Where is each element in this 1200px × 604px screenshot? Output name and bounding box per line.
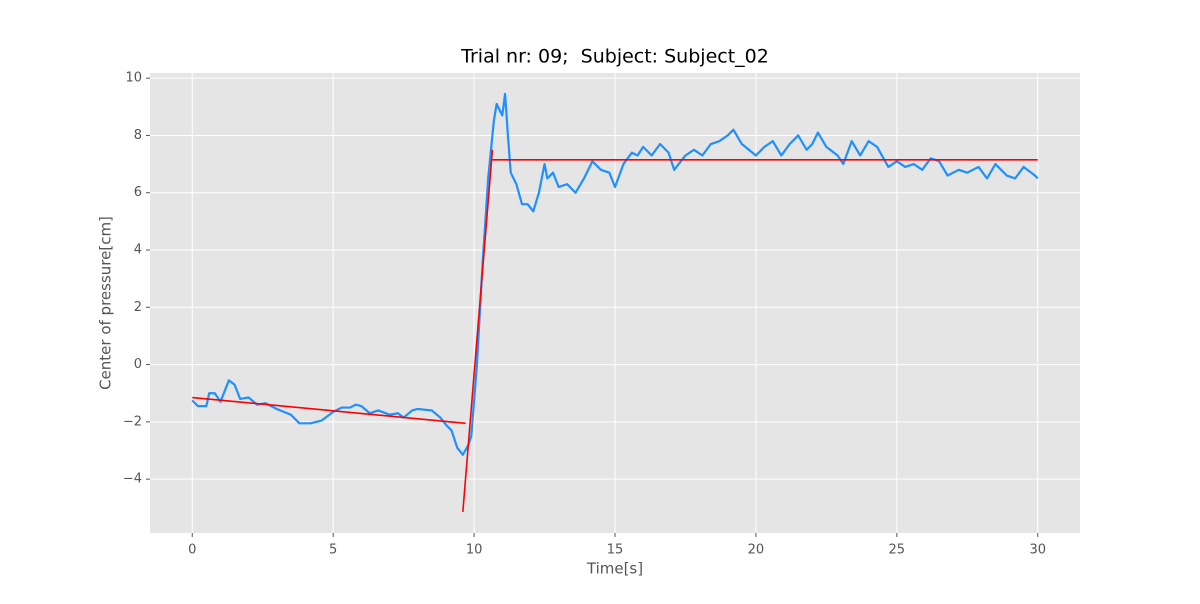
y-tick-label: 10 <box>125 71 142 86</box>
x-tick-label: 5 <box>329 543 337 558</box>
y-tick-label: −4 <box>123 472 142 487</box>
y-tick-label: 0 <box>134 357 142 372</box>
y-tick-label: 4 <box>134 243 142 258</box>
x-tick-label: 20 <box>748 543 765 558</box>
chart-title: Trial nr: 09; Subject: Subject_02 <box>460 46 769 68</box>
y-tick-label: 8 <box>134 128 142 143</box>
x-tick-label: 15 <box>607 543 624 558</box>
y-tick-label: 2 <box>134 300 142 315</box>
x-axis-label: Time[s] <box>586 560 643 578</box>
data-line <box>191 92 1039 456</box>
y-axis-label: Center of pressure[cm] <box>97 216 115 390</box>
data-line <box>192 396 466 425</box>
y-tick-label: 6 <box>134 185 142 200</box>
y-tick-label: −2 <box>123 414 142 429</box>
x-tick-label: 10 <box>466 543 483 558</box>
x-tick-label: 0 <box>188 543 196 558</box>
x-tick-label: 30 <box>1029 543 1046 558</box>
x-tick-label: 25 <box>889 543 906 558</box>
data-line <box>462 149 494 513</box>
